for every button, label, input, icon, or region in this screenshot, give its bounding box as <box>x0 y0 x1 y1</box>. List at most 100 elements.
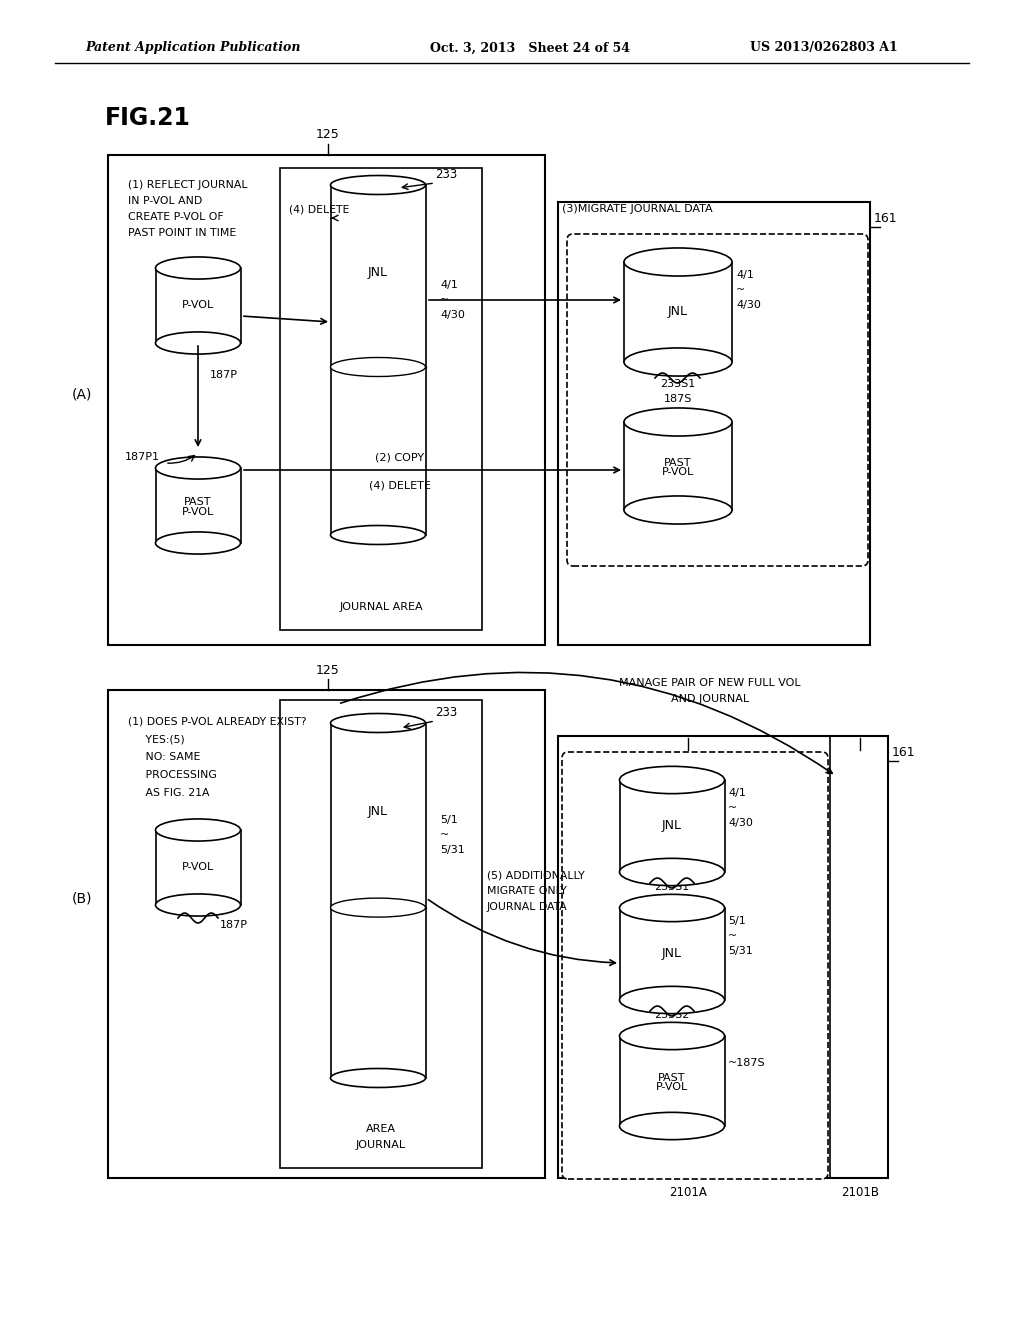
Text: JOURNAL: JOURNAL <box>356 1140 407 1150</box>
Bar <box>620 1036 725 1126</box>
Text: 233S2: 233S2 <box>654 1010 690 1020</box>
Text: P-VOL: P-VOL <box>182 862 214 873</box>
Ellipse shape <box>331 898 426 917</box>
Text: AREA: AREA <box>366 1125 396 1134</box>
Text: ~187S: ~187S <box>728 1059 766 1068</box>
Ellipse shape <box>156 532 241 554</box>
Text: NO: SAME: NO: SAME <box>128 752 201 762</box>
FancyBboxPatch shape <box>567 234 868 566</box>
Ellipse shape <box>331 714 426 733</box>
Bar <box>331 185 426 535</box>
Ellipse shape <box>620 767 725 793</box>
Text: PAST: PAST <box>665 458 692 467</box>
Text: (B): (B) <box>72 891 92 906</box>
Bar <box>280 700 482 1168</box>
Text: MANAGE PAIR OF NEW FULL VOL: MANAGE PAIR OF NEW FULL VOL <box>620 678 801 688</box>
Text: ~: ~ <box>440 830 450 840</box>
Text: P-VOL: P-VOL <box>182 507 214 517</box>
Text: 5/31: 5/31 <box>728 946 753 956</box>
Ellipse shape <box>624 496 732 524</box>
Text: 161: 161 <box>892 746 915 759</box>
Text: Oct. 3, 2013   Sheet 24 of 54: Oct. 3, 2013 Sheet 24 of 54 <box>430 41 630 54</box>
Text: JNL: JNL <box>668 305 688 318</box>
Bar <box>624 422 732 510</box>
Bar <box>108 154 545 645</box>
Text: AS FIG. 21A: AS FIG. 21A <box>128 788 210 799</box>
Text: FIG.21: FIG.21 <box>105 106 190 129</box>
Text: JNL: JNL <box>368 267 388 279</box>
FancyBboxPatch shape <box>562 752 828 1179</box>
Text: (1) REFLECT JOURNAL: (1) REFLECT JOURNAL <box>128 180 248 190</box>
Bar <box>624 261 732 362</box>
Text: 233: 233 <box>435 168 458 181</box>
Text: PAST POINT IN TIME: PAST POINT IN TIME <box>128 228 237 238</box>
Text: 125: 125 <box>316 664 340 677</box>
Ellipse shape <box>620 858 725 886</box>
Text: 187P1: 187P1 <box>125 451 160 462</box>
Text: JOURNAL DATA: JOURNAL DATA <box>487 902 567 912</box>
Text: Patent Application Publication: Patent Application Publication <box>85 41 300 54</box>
Text: ~: ~ <box>736 285 745 294</box>
Ellipse shape <box>624 348 732 376</box>
Text: 233S1: 233S1 <box>660 379 695 389</box>
Bar <box>156 830 241 906</box>
Text: PAST: PAST <box>184 498 212 507</box>
Text: P-VOL: P-VOL <box>182 301 214 310</box>
Text: PAST: PAST <box>658 1073 686 1082</box>
Text: ~: ~ <box>728 803 737 813</box>
Ellipse shape <box>156 818 241 841</box>
Text: (2) COPY: (2) COPY <box>376 451 425 462</box>
Text: (4) DELETE: (4) DELETE <box>289 205 349 214</box>
Bar <box>280 168 482 630</box>
Bar <box>156 268 241 343</box>
Text: PROCESSING: PROCESSING <box>128 770 217 780</box>
Text: JNL: JNL <box>368 805 388 818</box>
Text: 4/30: 4/30 <box>728 818 753 828</box>
Text: P-VOL: P-VOL <box>662 467 694 478</box>
Text: IN P-VOL AND: IN P-VOL AND <box>128 195 203 206</box>
Text: (4) DELETE: (4) DELETE <box>369 480 431 490</box>
Text: 187P: 187P <box>220 920 248 931</box>
Text: 2101A: 2101A <box>669 1185 707 1199</box>
Bar <box>108 690 545 1177</box>
Text: AND JOURNAL: AND JOURNAL <box>671 694 750 704</box>
Text: (5) ADDITIONALLY: (5) ADDITIONALLY <box>487 870 585 880</box>
Text: (1) DOES P-VOL ALREADY EXIST?: (1) DOES P-VOL ALREADY EXIST? <box>128 715 306 726</box>
Text: 161: 161 <box>874 213 898 224</box>
Text: 4/30: 4/30 <box>440 310 465 319</box>
Text: YES:(5): YES:(5) <box>128 734 184 744</box>
Bar <box>156 469 241 543</box>
Ellipse shape <box>620 986 725 1014</box>
Ellipse shape <box>156 257 241 279</box>
Text: 5/31: 5/31 <box>440 845 465 855</box>
Text: 5/1: 5/1 <box>440 814 458 825</box>
Ellipse shape <box>620 1113 725 1139</box>
Text: 233S1: 233S1 <box>654 882 689 892</box>
Text: ~: ~ <box>440 294 450 305</box>
Ellipse shape <box>156 894 241 916</box>
Text: (A): (A) <box>72 388 92 403</box>
Bar <box>558 737 888 1177</box>
Text: JNL: JNL <box>662 820 682 833</box>
Ellipse shape <box>331 176 426 194</box>
Ellipse shape <box>620 895 725 921</box>
Text: 5/1: 5/1 <box>728 916 745 927</box>
Text: CREATE P-VOL OF: CREATE P-VOL OF <box>128 213 223 222</box>
Text: MIGRATE ONLY: MIGRATE ONLY <box>487 886 566 896</box>
Ellipse shape <box>156 457 241 479</box>
Text: 233: 233 <box>435 706 458 719</box>
Text: 4/30: 4/30 <box>736 300 761 310</box>
Ellipse shape <box>331 358 426 376</box>
Text: 4/1: 4/1 <box>736 271 754 280</box>
Text: 4/1: 4/1 <box>728 788 745 799</box>
Text: 4/1: 4/1 <box>440 280 458 290</box>
Ellipse shape <box>156 331 241 354</box>
Ellipse shape <box>624 248 732 276</box>
Text: 187P: 187P <box>210 370 238 380</box>
Text: ~: ~ <box>728 931 737 941</box>
Text: US 2013/0262803 A1: US 2013/0262803 A1 <box>750 41 898 54</box>
Text: P-VOL: P-VOL <box>656 1082 688 1093</box>
Text: 2101B: 2101B <box>841 1185 879 1199</box>
Text: (3)MIGRATE JOURNAL DATA: (3)MIGRATE JOURNAL DATA <box>562 205 713 214</box>
Ellipse shape <box>331 1068 426 1088</box>
